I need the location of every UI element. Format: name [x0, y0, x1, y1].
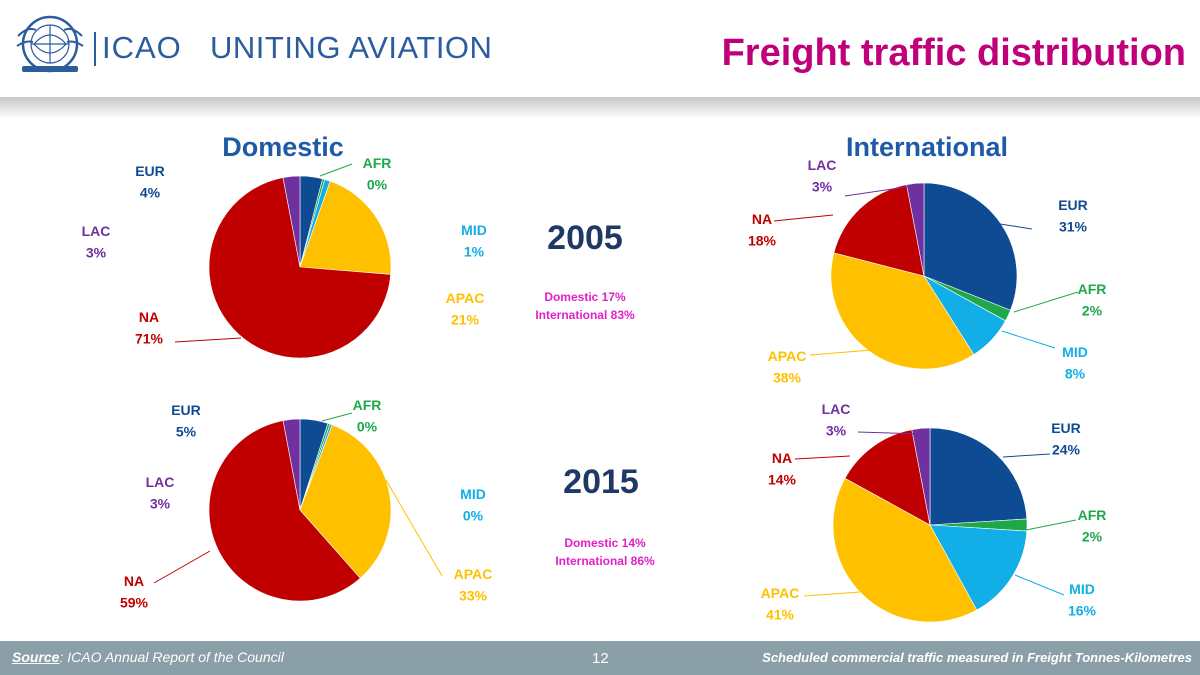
- data-label-apac: APAC 38%: [768, 348, 807, 386]
- header-shadow: [0, 97, 1200, 119]
- data-label-afr: AFR 2%: [1078, 281, 1107, 319]
- leader-line-lac: [844, 185, 914, 197]
- pie-slice-apac: [299, 424, 392, 579]
- leader-line-mid: [1014, 574, 1065, 596]
- page-title: Freight traffic distribution: [721, 32, 1186, 74]
- pie-slice-apac: [830, 252, 975, 370]
- chart-title: Domestic: [222, 132, 344, 162]
- footer-bar: Source: ICAO Annual Report of the Counci…: [0, 641, 1200, 675]
- pie-chart-3: [794, 427, 1077, 623]
- data-label-eur: EUR 24%: [1051, 420, 1081, 458]
- leader-line-afr: [321, 412, 353, 422]
- footer-note: Scheduled commercial traffic measured in…: [762, 650, 1192, 665]
- pie-chart-1: [773, 182, 1079, 370]
- page-number: 12: [592, 650, 609, 667]
- leader-line-mid: [1001, 330, 1056, 349]
- data-label-mid: MID 16%: [1068, 581, 1097, 619]
- pie-slice-lac: [906, 182, 925, 277]
- footer-source: Source: ICAO Annual Report of the Counci…: [12, 649, 284, 665]
- logo-divider: [94, 32, 96, 66]
- data-label-lac: LAC 3%: [808, 157, 837, 195]
- data-label-mid: MID 1%: [461, 222, 487, 260]
- source-text: : ICAO Annual Report of the Council: [59, 649, 284, 665]
- data-label-na: NA 59%: [120, 573, 149, 611]
- pie-slice-lac: [911, 427, 931, 526]
- leader-line-na: [153, 550, 211, 584]
- data-label-na: NA 18%: [748, 211, 777, 249]
- pie-slice-mid: [929, 524, 1028, 611]
- data-label-afr: AFR 2%: [1078, 507, 1107, 545]
- domestic-international-split: Domestic 14% International 86%: [555, 536, 655, 568]
- data-label-lac: LAC 3%: [146, 474, 175, 512]
- pie-slice-na: [844, 429, 931, 526]
- pie-slice-apac: [832, 477, 978, 623]
- leader-line-eur: [999, 223, 1033, 230]
- leader-line-afr: [1025, 519, 1077, 531]
- pie-slice-apac: [299, 180, 392, 275]
- data-label-apac: APAC 33%: [454, 566, 493, 604]
- pie-slice-na: [208, 177, 392, 359]
- logo-tagline: UNITING AVIATION: [210, 30, 493, 65]
- data-label-afr: AFR 0%: [363, 155, 392, 193]
- data-label-lac: LAC 3%: [822, 401, 851, 439]
- leader-line-apac: [809, 349, 873, 356]
- pie-slice-eur: [929, 427, 1028, 526]
- charts-canvas: EUR 4% AFR 0% MID 1% APAC 21% NA 71% LAC 3% Domestic…: [82, 132, 1107, 623]
- pie-chart-0: [174, 163, 392, 359]
- data-label-eur: EUR 5%: [171, 402, 201, 440]
- data-label-apac: APAC 21%: [446, 290, 485, 328]
- pie-slice-na: [833, 184, 925, 277]
- data-label-apac: APAC 41%: [761, 585, 800, 623]
- data-label-na: NA 14%: [768, 450, 797, 488]
- logo-text: ICAO: [102, 30, 182, 65]
- leader-line-eur: [1002, 453, 1051, 458]
- year-label: 2015: [563, 463, 639, 501]
- leader-line-afr: [1013, 291, 1079, 313]
- leader-line-na: [794, 455, 851, 460]
- pie-slice-lac: [282, 418, 301, 511]
- pie-slice-lac: [282, 175, 301, 268]
- data-label-eur: EUR 31%: [1058, 197, 1088, 235]
- data-label-mid: MID 8%: [1062, 344, 1088, 382]
- domestic-international-split: Domestic 17% International 83%: [535, 290, 635, 322]
- pie-chart-2: [153, 412, 443, 602]
- leader-line-apac: [385, 479, 443, 577]
- data-label-na: NA 71%: [135, 309, 164, 347]
- chart-title: International: [846, 132, 1008, 162]
- header-bar: ICAO UNITING AVIATION Freight traffic di…: [0, 0, 1200, 97]
- year-label: 2005: [547, 219, 623, 257]
- data-label-afr: AFR 0%: [353, 397, 382, 435]
- data-label-lac: LAC 3%: [82, 223, 111, 261]
- leader-line-lac: [857, 431, 925, 435]
- source-label: Source: [12, 649, 60, 665]
- pie-slice-na: [208, 420, 361, 602]
- leader-line-na: [773, 214, 834, 222]
- icao-emblem-icon: [16, 15, 84, 73]
- leader-line-na: [174, 337, 242, 343]
- data-label-mid: MID 0%: [460, 486, 486, 524]
- leader-line-apac: [803, 591, 861, 597]
- data-label-eur: EUR 4%: [135, 163, 165, 201]
- leader-line-afr: [319, 163, 353, 177]
